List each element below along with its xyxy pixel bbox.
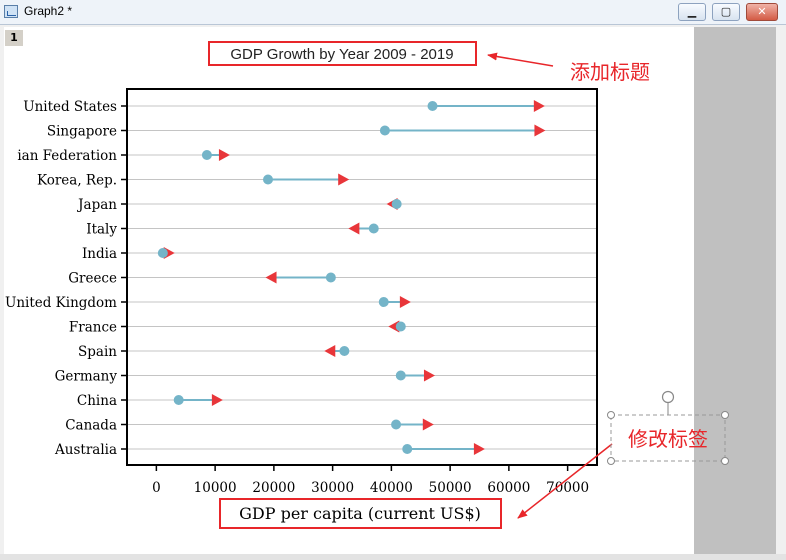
graph-window-icon <box>4 5 18 18</box>
close-button[interactable]: ✕ <box>746 3 778 21</box>
y-tick-label-korea-rep[interactable]: Korea, Rep. <box>37 173 117 189</box>
start-marker-japan <box>391 199 402 209</box>
x-tick-label-50000[interactable]: 50000 <box>429 480 472 496</box>
window-titlebar: Graph2 * ▁ ▢ ✕ <box>0 0 786 25</box>
y-tick-label-germany[interactable]: Germany <box>55 369 118 385</box>
y-tick-label-japan[interactable]: Japan <box>76 197 117 213</box>
rotate-handle[interactable] <box>661 390 675 404</box>
y-tick-label-china[interactable]: China <box>77 393 117 409</box>
xlabel-highlight-box <box>219 498 502 529</box>
start-marker-spain <box>339 346 350 356</box>
end-marker-singapore <box>534 124 546 137</box>
y-axis: United States Singapore ian Federation Kore… <box>5 99 127 458</box>
start-marker-greece <box>325 272 336 283</box>
y-tick-label-italy[interactable]: Italy <box>86 222 117 238</box>
gridlines <box>127 105 597 450</box>
end-marker-australia <box>473 443 485 455</box>
x-tick-label-10000[interactable]: 10000 <box>194 480 237 496</box>
end-marker-ian-federation <box>218 149 230 161</box>
end-marker-germany <box>423 369 435 382</box>
x-tick-label-0[interactable]: 0 <box>152 480 161 496</box>
start-marker-singapore <box>379 125 390 136</box>
graph-page[interactable] <box>4 27 694 554</box>
end-marker-united-kingdom <box>399 296 411 308</box>
x-tick-label-70000[interactable]: 70000 <box>546 480 589 496</box>
end-marker-united-states <box>533 100 545 112</box>
y-tick-label-singapore[interactable]: Singapore <box>47 124 117 140</box>
modify-label-annotation[interactable]: 修改标签 <box>628 427 708 451</box>
y-tick-label-australia[interactable]: Australia <box>54 442 117 458</box>
start-marker-italy <box>368 223 379 234</box>
start-marker-china <box>173 395 184 405</box>
x-axis: 0 10000 20000 30000 40000 50000 60000 70000 <box>152 465 589 496</box>
chart-title[interactable]: GDP Growth by Year 2009 - 2019 <box>230 46 453 63</box>
add-title-annotation: 添加标题 <box>570 60 650 84</box>
window-bottom-border <box>0 554 786 560</box>
minimize-button[interactable]: ▁ <box>678 3 706 21</box>
y-tick-label-united-kingdom[interactable]: United Kingdom <box>5 295 117 311</box>
layer-tab-1[interactable]: 1 <box>5 30 23 46</box>
end-marker-korea-rep <box>338 173 350 186</box>
label-annotation-arrow <box>517 443 613 519</box>
y-tick-label-spain[interactable]: Spain <box>78 344 117 360</box>
end-marker-spain <box>324 345 336 357</box>
resize-handle-top-left[interactable] <box>607 411 615 419</box>
start-marker-ian-federation <box>201 150 212 160</box>
y-tick-label-canada[interactable]: Canada <box>65 418 117 434</box>
x-tick-label-20000[interactable]: 20000 <box>252 480 295 496</box>
start-marker-canada <box>391 419 402 430</box>
start-marker-united-kingdom <box>378 297 389 307</box>
end-marker-china <box>211 394 223 406</box>
maximize-icon: ▢ <box>720 5 732 18</box>
close-icon: ✕ <box>757 5 767 18</box>
resize-handle-bottom-right[interactable] <box>721 457 729 465</box>
x-tick-label-30000[interactable]: 30000 <box>311 480 354 496</box>
data-markers <box>157 100 546 455</box>
maximize-button[interactable]: ▢ <box>712 3 740 21</box>
start-marker-australia <box>402 444 413 454</box>
y-tick-label-ian-federation[interactable]: ian Federation <box>17 148 117 164</box>
end-marker-canada <box>422 418 434 431</box>
end-marker-italy <box>348 222 360 235</box>
y-tick-label-greece[interactable]: Greece <box>68 271 117 287</box>
resize-handle-top-right[interactable] <box>721 411 729 419</box>
y-tick-label-united-states[interactable]: United States <box>23 99 117 115</box>
start-marker-india <box>157 248 168 258</box>
resize-handle-bottom-left[interactable] <box>607 457 615 465</box>
y-tick-label-france[interactable]: France <box>69 320 117 336</box>
title-annotation-arrow <box>487 52 554 67</box>
page-margin-area <box>694 27 776 554</box>
x-tick-label-60000[interactable]: 60000 <box>487 480 530 496</box>
title-highlight-box <box>208 41 477 66</box>
start-marker-united-states <box>427 101 438 111</box>
start-marker-germany <box>395 370 406 381</box>
start-marker-korea-rep <box>263 174 273 185</box>
x-tick-label-40000[interactable]: 40000 <box>370 480 413 496</box>
minimize-icon: ▁ <box>687 5 697 18</box>
start-marker-france <box>395 321 406 332</box>
y-tick-label-india[interactable]: India <box>82 246 117 262</box>
window-title: Graph2 * <box>24 4 73 18</box>
end-marker-france <box>388 320 400 333</box>
x-axis-title[interactable]: GDP per capita (current US$) <box>239 504 481 523</box>
end-marker-greece <box>265 271 277 284</box>
